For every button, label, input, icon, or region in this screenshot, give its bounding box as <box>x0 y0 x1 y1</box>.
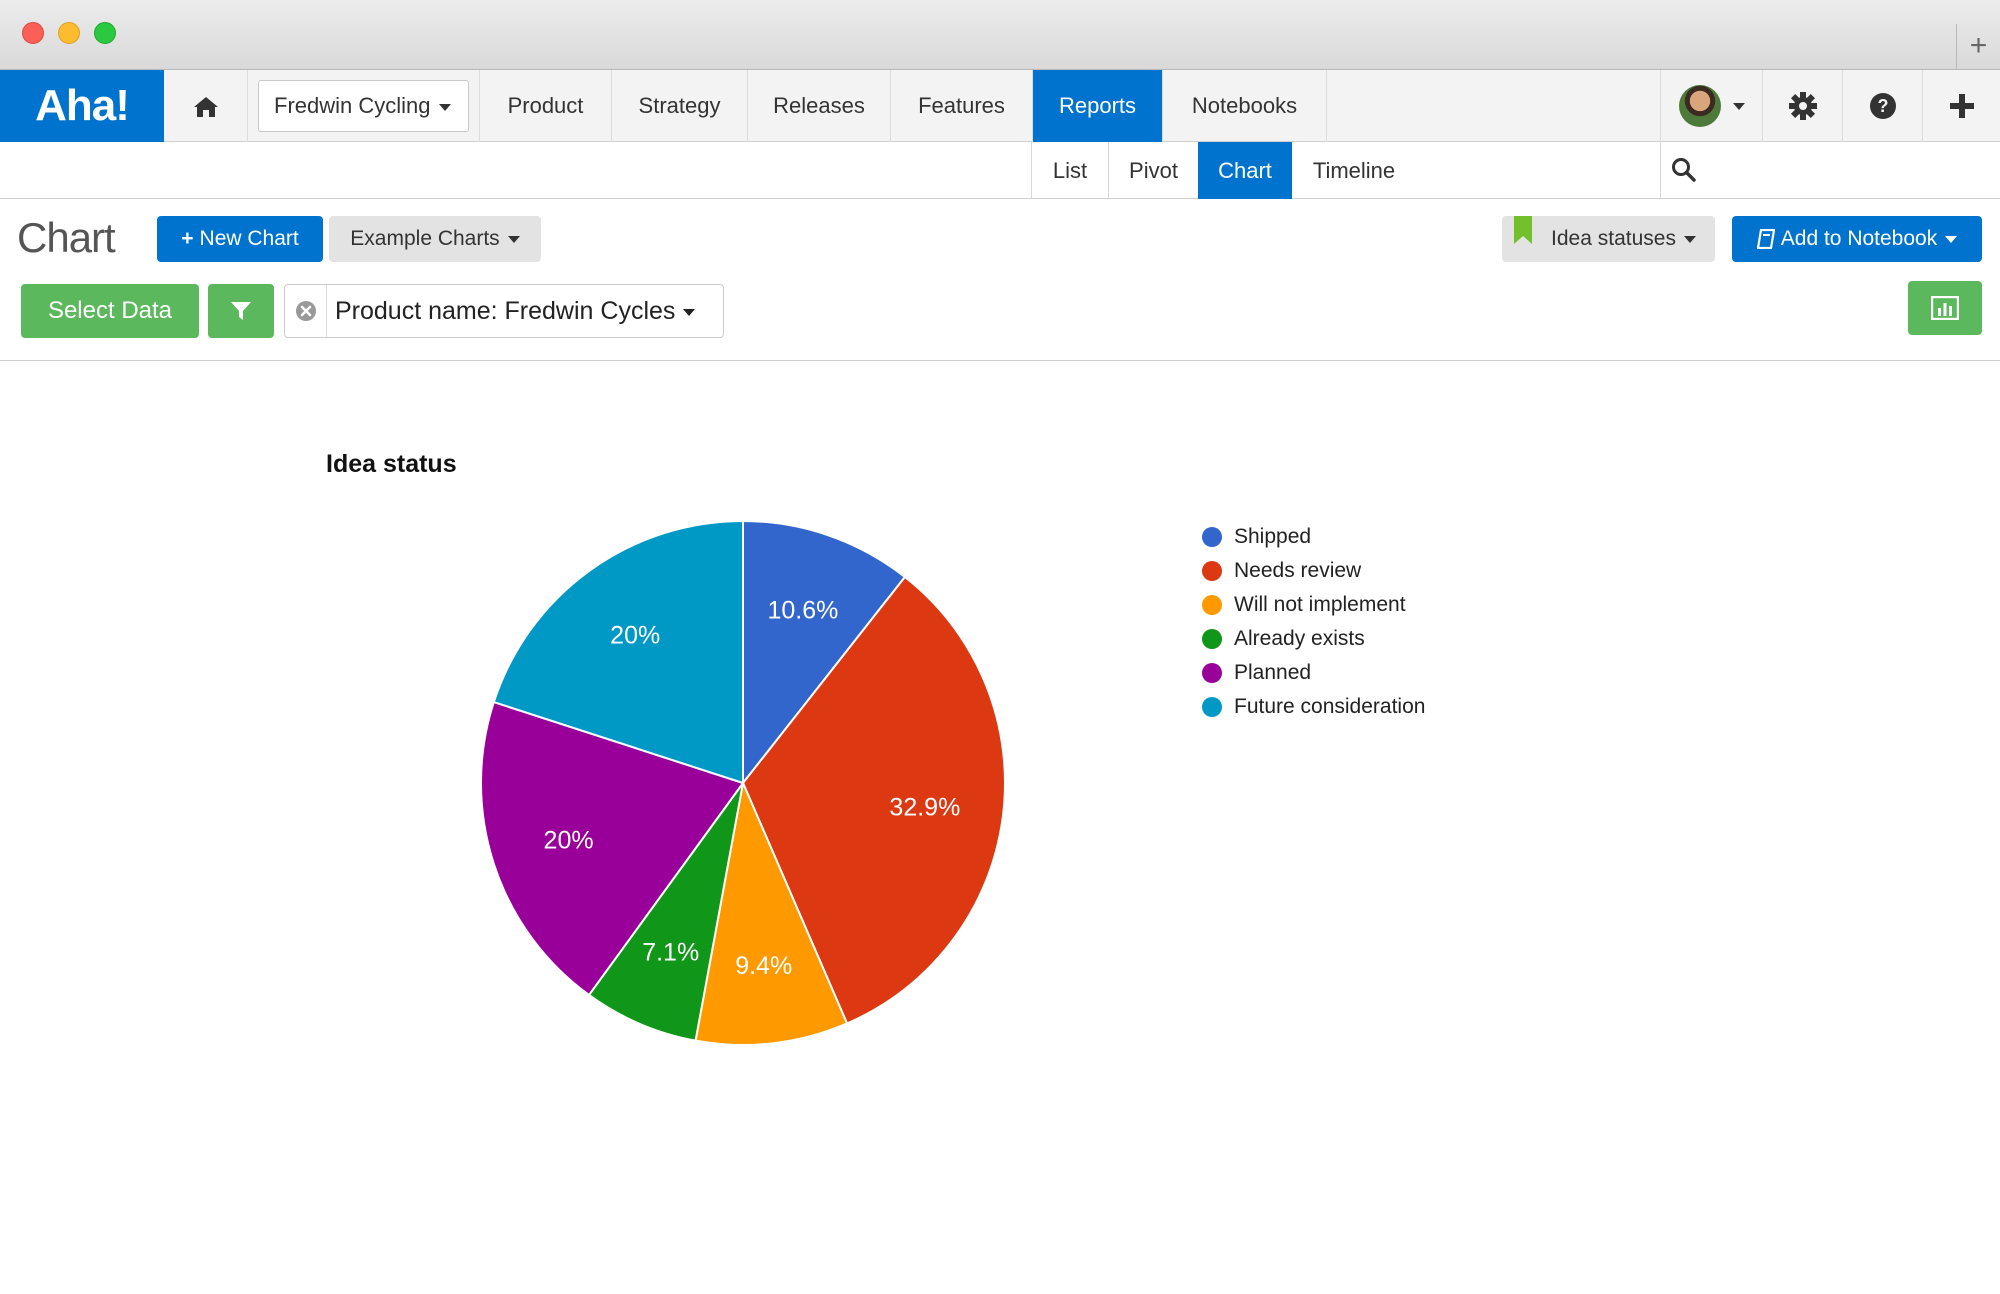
pie-slice-1[interactable] <box>741 575 1006 1025</box>
add-to-notebook-label: Add to Notebook <box>1780 227 1938 250</box>
add-button[interactable] <box>1922 70 2000 142</box>
svg-text:?: ? <box>1877 96 1888 116</box>
home-icon <box>193 97 218 118</box>
nav-notebooks[interactable]: Notebooks <box>1163 70 1327 142</box>
pie-slice-0[interactable] <box>742 519 907 786</box>
chevron-down-icon <box>683 308 696 316</box>
subtab-list[interactable]: List <box>1031 142 1108 199</box>
legend-item[interactable]: Already exists <box>1202 622 1425 656</box>
select-data-button[interactable]: Select Data <box>21 284 199 338</box>
clear-filter-icon <box>295 301 316 321</box>
settings-button[interactable] <box>1762 70 1842 142</box>
gear-icon <box>1788 92 1817 120</box>
pie-slice-label: 32.9% <box>889 794 960 822</box>
aha-logo[interactable]: Aha! <box>0 70 164 142</box>
toolbar-divider <box>0 360 2000 361</box>
subtab-timeline[interactable]: Timeline <box>1312 158 1396 183</box>
legend-swatch <box>1202 561 1222 581</box>
product-selector-label: Fredwin Cycling <box>274 93 431 118</box>
user-menu[interactable] <box>1660 70 1762 142</box>
chevron-down-icon <box>438 103 451 111</box>
new-chart-label: New Chart <box>199 227 299 250</box>
legend-item[interactable]: Needs review <box>1202 554 1425 588</box>
pie-slice-4[interactable] <box>480 700 745 997</box>
top-navigation: Aha! Fredwin Cycling Product Strategy Re… <box>0 70 2000 142</box>
legend-label: Already exists <box>1234 627 1365 650</box>
pie-slice-5[interactable] <box>492 519 744 785</box>
legend-item[interactable]: Will not implement <box>1202 588 1425 622</box>
legend-swatch <box>1202 527 1222 547</box>
window-titlebar: + <box>0 0 2000 70</box>
legend-swatch <box>1202 595 1222 615</box>
subtab-chart[interactable]: Chart <box>1198 142 1292 199</box>
pie-slice-label: 20% <box>544 827 594 855</box>
nav-features[interactable]: Features <box>891 70 1033 142</box>
nav-releases[interactable]: Releases <box>748 70 891 142</box>
legend-swatch <box>1202 629 1222 649</box>
avatar <box>1678 85 1721 127</box>
clear-filter-button[interactable] <box>285 285 327 337</box>
chart-type-button[interactable] <box>1908 281 1982 335</box>
search-icon <box>1672 158 1696 182</box>
legend-item[interactable]: Future consideration <box>1202 690 1425 724</box>
pie-slice-3[interactable] <box>587 782 744 1042</box>
bookmark-icon <box>1514 216 1532 244</box>
legend-label: Planned <box>1234 661 1312 684</box>
example-charts-button[interactable]: Example Charts <box>329 216 541 262</box>
legend-item[interactable]: Shipped <box>1202 520 1425 554</box>
legend-swatch <box>1202 697 1222 717</box>
legend-item[interactable]: Planned <box>1202 656 1425 690</box>
filter-icon <box>231 302 251 320</box>
home-button[interactable] <box>164 70 248 142</box>
plus-icon <box>1949 94 1974 118</box>
minimize-window-button[interactable] <box>58 22 80 44</box>
subtab-pivot[interactable]: Pivot <box>1108 142 1198 199</box>
chevron-down-icon <box>1732 102 1745 110</box>
product-selector[interactable]: Fredwin Cycling <box>258 80 469 132</box>
legend-swatch <box>1202 663 1222 683</box>
chart-legend: Shipped Needs review Will not implement Alr… <box>1202 520 1425 724</box>
search-input[interactable] <box>1660 142 2000 199</box>
filter-label: Product name: Fredwin Cycles <box>335 285 696 337</box>
bar-chart-icon <box>1931 296 1959 320</box>
zoom-window-button[interactable] <box>94 22 116 44</box>
plus-icon: + <box>181 227 194 250</box>
legend-label: Future consideration <box>1234 695 1426 718</box>
pie-slice-2[interactable] <box>694 779 849 1046</box>
product-name-filter[interactable]: Product name: Fredwin Cycles <box>284 284 724 338</box>
legend-label: Needs review <box>1234 559 1362 582</box>
nav-product[interactable]: Product <box>480 70 612 142</box>
nav-strategy[interactable]: Strategy <box>612 70 748 142</box>
chevron-down-icon <box>1945 235 1958 243</box>
notebook-icon <box>1756 229 1776 250</box>
pie-slice-label: 10.6% <box>768 597 839 625</box>
filter-label-text: Product name: Fredwin Cycles <box>335 297 676 325</box>
example-charts-label: Example Charts <box>350 227 500 250</box>
saved-view-button[interactable]: Idea statuses <box>1502 216 1715 262</box>
chart-title: Idea status <box>326 450 457 478</box>
report-subnav: List Pivot Chart Timeline <box>0 142 2000 199</box>
new-chart-button[interactable]: + New Chart <box>157 216 323 262</box>
legend-label: Will not implement <box>1234 593 1406 616</box>
page-title: Chart <box>17 214 116 261</box>
filter-button[interactable] <box>208 284 274 338</box>
pie-slice-label: 7.1% <box>642 939 699 967</box>
add-to-notebook-button[interactable]: Add to Notebook <box>1732 216 1982 262</box>
saved-view-label: Idea statuses <box>1551 227 1676 250</box>
product-selector-cell <box>248 70 480 142</box>
legend-label: Shipped <box>1234 525 1312 548</box>
chevron-down-icon <box>1683 235 1696 243</box>
pie-slice-label: 20% <box>610 622 660 650</box>
nav-reports[interactable]: Reports <box>1033 70 1163 142</box>
new-tab-plus-icon[interactable]: + <box>1956 24 2000 70</box>
chevron-down-icon <box>507 235 520 243</box>
help-icon: ? <box>1869 93 1896 119</box>
close-window-button[interactable] <box>22 22 44 44</box>
pie-slice-label: 9.4% <box>735 952 792 980</box>
help-button[interactable]: ? <box>1842 70 1922 142</box>
